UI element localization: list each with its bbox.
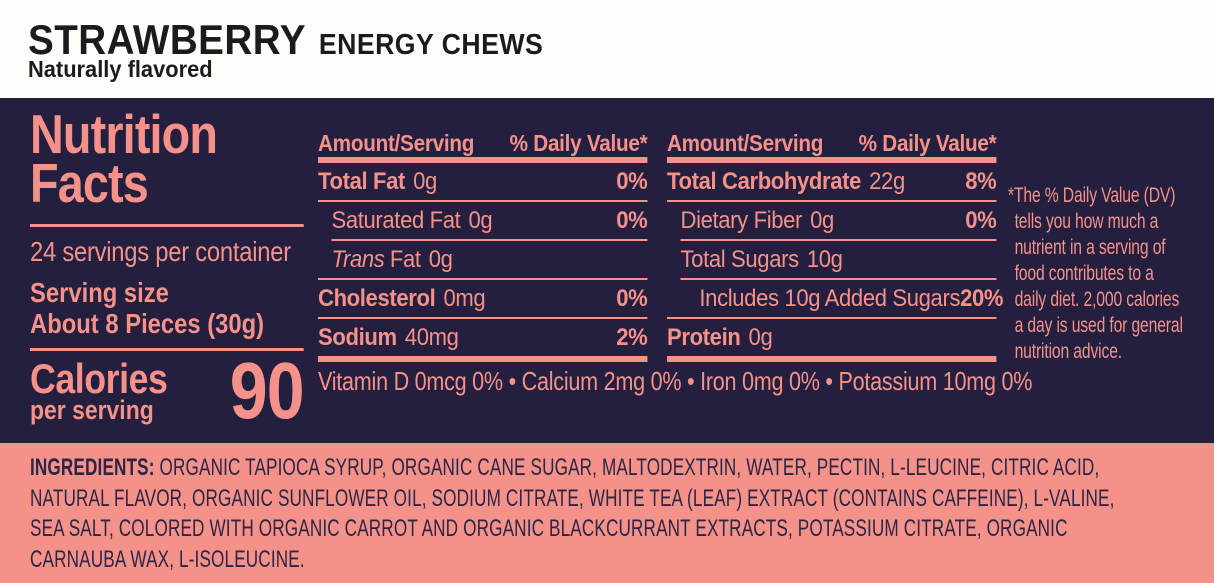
daily-value-footnote: *The % Daily Value (DV) tells you how mu… (1008, 183, 1183, 363)
product-type: ENERGY CHEWS (318, 29, 544, 61)
row-trans-fat: Trans Fat 0g (318, 241, 648, 280)
divider (30, 348, 304, 351)
calories-labels: Calories per serving (30, 355, 168, 425)
servings-per-container: 24 servings per container (30, 236, 291, 267)
column-header-row: Amount/Serving % Daily Value* (318, 130, 648, 156)
ingredients-section: INGREDIENTS: ORGANIC TAPIOCA SYRUP, ORGA… (0, 443, 1214, 583)
divider (30, 224, 304, 227)
row-sodium: Sodium 40mg 2% (318, 319, 648, 362)
calories-label: Calories (30, 355, 168, 402)
serving-size-label: Serving size (30, 277, 169, 308)
row-total-carbohydrate: Total Carbohydrate 22g 8% (667, 163, 997, 202)
daily-value-header: % Daily Value* (858, 130, 997, 156)
calories-row: Calories per serving 90 (30, 346, 305, 435)
calories-sublabel: per serving (30, 395, 154, 425)
nutrition-summary-block: Nutrition Facts 24 servings per containe… (30, 103, 321, 435)
row-total-fat: Total Fat 0g 0% (318, 163, 648, 202)
product-name: STRAWBERRY (28, 16, 306, 63)
row-total-sugars: Total Sugars 10g (680, 241, 997, 280)
nutrition-facts-panel: Nutrition Facts 24 servings per containe… (0, 98, 1214, 443)
ingredients-label: INGREDIENTS: (30, 454, 155, 481)
product-tagline: Naturally flavored (28, 56, 213, 82)
amount-serving-header: Amount/Serving (667, 130, 824, 156)
micronutrients-line: Vitamin D 0mcg 0% • Calcium 2mg 0% • Iro… (318, 366, 1033, 396)
divider (667, 157, 997, 163)
row-added-sugars: Includes 10g Added Sugars 20% (667, 280, 1004, 319)
row-cholesterol: Cholesterol 0mg 0% (318, 280, 648, 319)
nutrient-column-right: Amount/Serving % Daily Value* Total Carb… (667, 130, 1004, 362)
product-title-row: STRAWBERRY ENERGY CHEWS (28, 16, 543, 64)
calories-value: 90 (229, 346, 305, 435)
nutrition-facts-title-line1: Nutrition (30, 103, 218, 165)
ingredients-paragraph: INGREDIENTS: ORGANIC TAPIOCA SYRUP, ORGA… (30, 453, 1150, 575)
column-header-row: Amount/Serving % Daily Value* (667, 130, 997, 156)
row-protein: Protein 0g (667, 319, 997, 362)
daily-value-header: % Daily Value* (509, 130, 648, 156)
row-dietary-fiber: Dietary Fiber 0g 0% (680, 202, 997, 241)
serving-size-value: About 8 Pieces (30g) (30, 308, 265, 339)
ingredients-text: ORGANIC TAPIOCA SYRUP, ORGANIC CANE SUGA… (30, 454, 1115, 573)
amount-serving-header: Amount/Serving (318, 130, 475, 156)
nutrition-facts-title-line2: Facts (30, 152, 149, 214)
product-header: STRAWBERRY ENERGY CHEWS Naturally flavor… (0, 0, 1214, 98)
nutrient-column-left: Amount/Serving % Daily Value* Total Fat … (318, 130, 648, 362)
nutrition-facts-title: Nutrition Facts (30, 103, 321, 214)
row-saturated-fat: Saturated Fat 0g 0% (331, 202, 648, 241)
divider (318, 157, 648, 163)
